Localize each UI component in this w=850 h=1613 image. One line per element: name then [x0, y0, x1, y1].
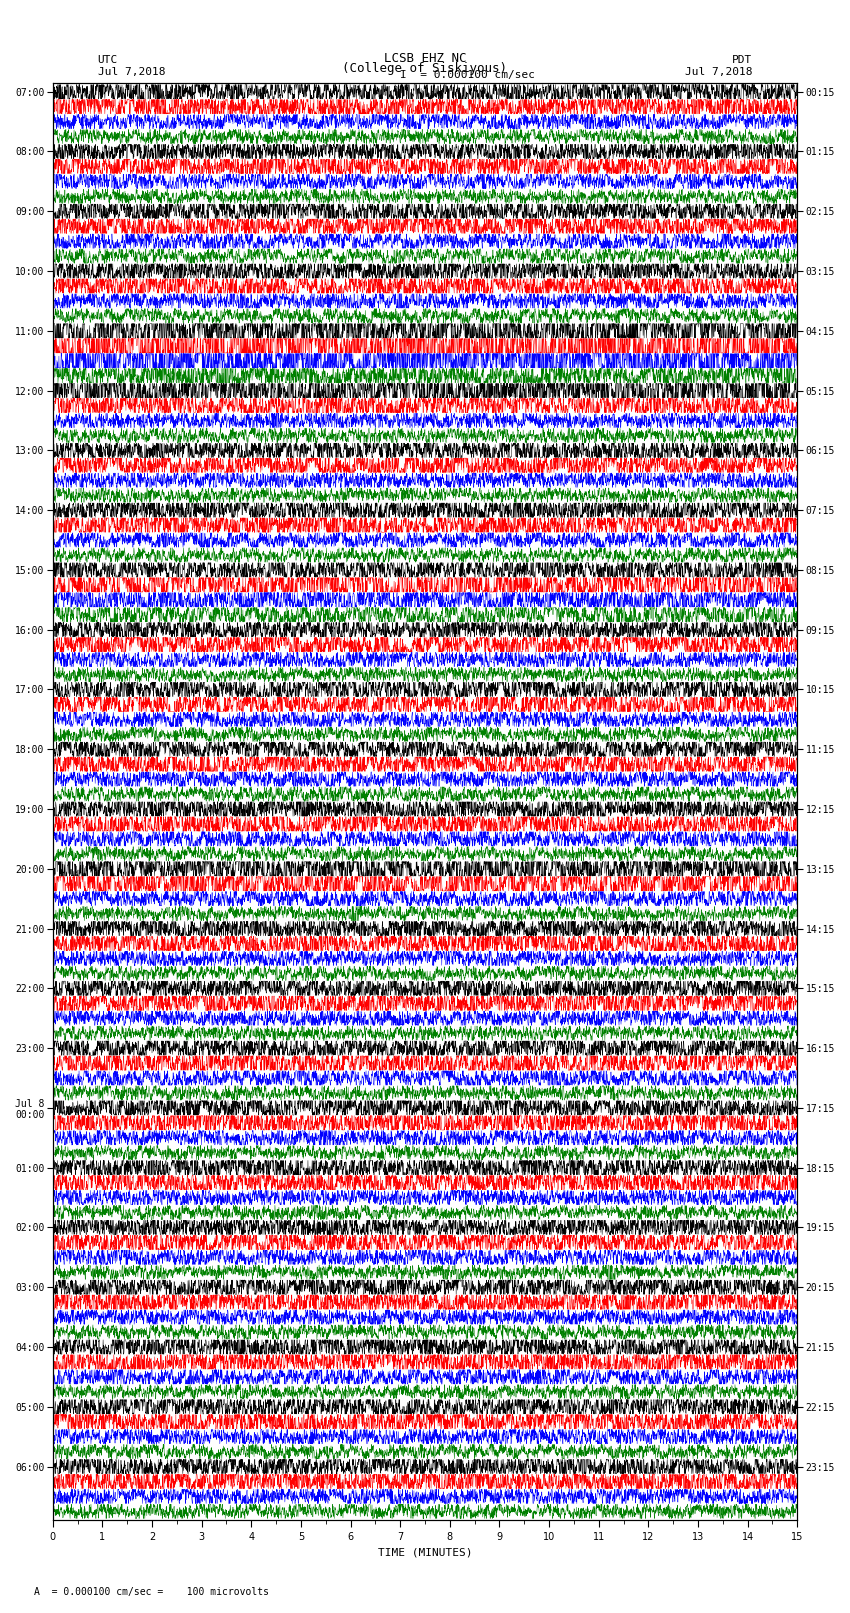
- Text: I  = 0.000100 cm/sec: I = 0.000100 cm/sec: [400, 69, 535, 79]
- Text: Jul 7,2018: Jul 7,2018: [685, 68, 752, 77]
- Text: PDT: PDT: [732, 55, 752, 65]
- Text: (College of Siskiyous): (College of Siskiyous): [343, 61, 507, 76]
- Text: UTC: UTC: [98, 55, 118, 65]
- Text: Jul 7,2018: Jul 7,2018: [98, 68, 165, 77]
- Text: A  = 0.000100 cm/sec =    100 microvolts: A = 0.000100 cm/sec = 100 microvolts: [34, 1587, 269, 1597]
- X-axis label: TIME (MINUTES): TIME (MINUTES): [377, 1548, 473, 1558]
- Text: LCSB EHZ NC: LCSB EHZ NC: [383, 52, 467, 65]
